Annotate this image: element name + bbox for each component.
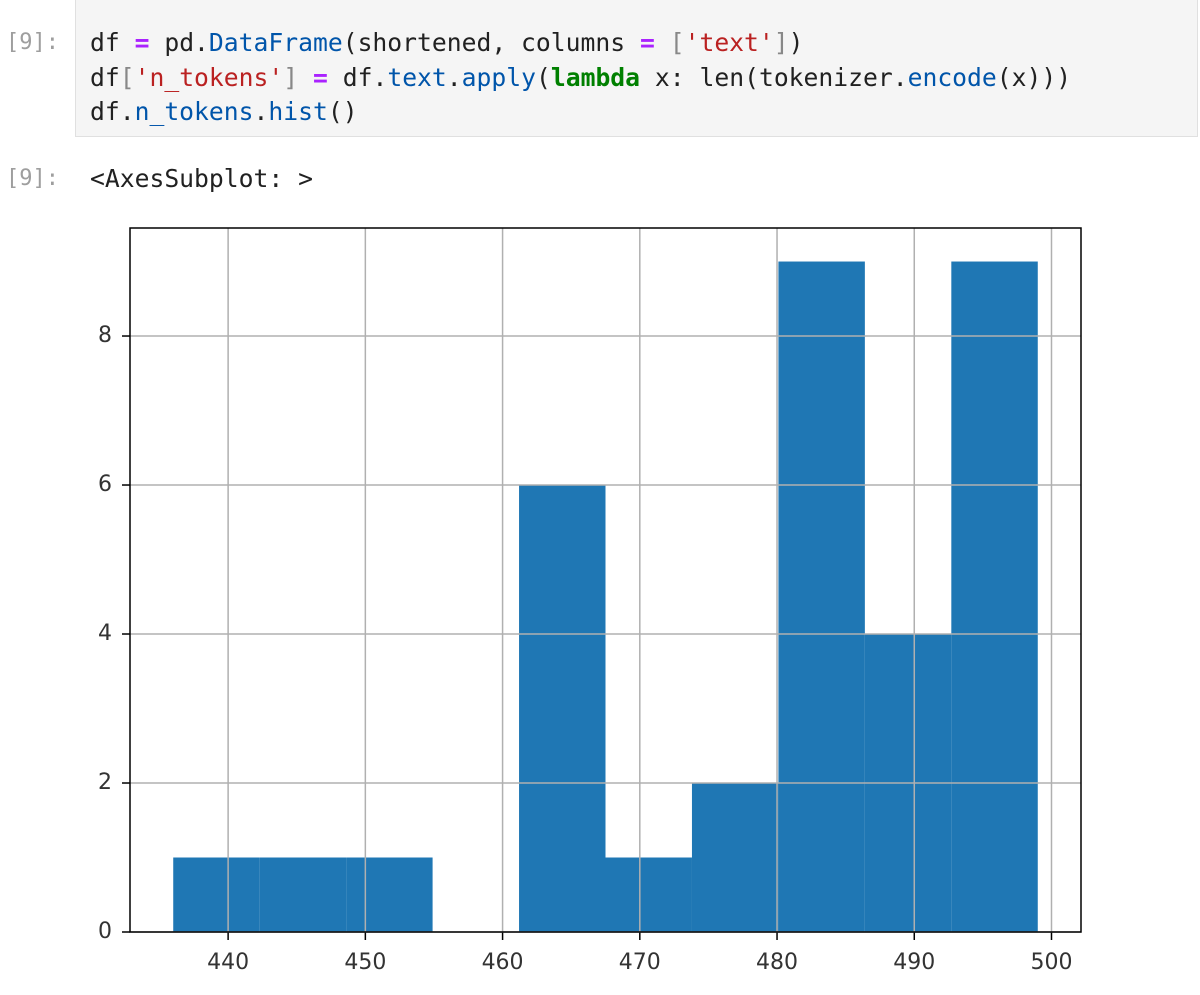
code-token: text — [387, 62, 447, 92]
code-token: ] — [773, 28, 789, 57]
bar — [259, 857, 347, 932]
code-token: [ — [119, 62, 135, 92]
code-token: = — [639, 28, 655, 57]
output-prompt: [9]: — [6, 166, 59, 191]
code-token: apply — [461, 62, 536, 92]
code-token: encode — [907, 62, 997, 92]
axes-frame — [129, 227, 1082, 933]
code-token: x: len(tokenizer. — [640, 62, 908, 92]
code-token: df — [90, 28, 135, 57]
code-token: . — [253, 97, 269, 126]
bar — [173, 857, 260, 932]
code-token: hist — [268, 97, 328, 126]
x-tick-label: 450 — [344, 950, 386, 975]
bar — [605, 857, 692, 932]
code-token: () — [327, 97, 358, 126]
code-token: . — [446, 62, 462, 92]
code-token: 'text' — [684, 28, 774, 57]
bar — [691, 783, 779, 932]
bar — [519, 485, 606, 932]
y-tick-label: 6 — [98, 472, 112, 497]
code-token: ) — [788, 28, 804, 57]
bar — [778, 261, 865, 932]
code-line: df = pd.DataFrame(shortened, columns = [… — [90, 26, 1071, 61]
bar — [951, 261, 1038, 932]
bar — [346, 857, 433, 932]
code-token: (shortened, columns — [342, 28, 640, 57]
code-token: n_tokens — [134, 97, 254, 126]
code-token: = — [134, 28, 150, 57]
code-token: pd. — [149, 28, 209, 57]
code-token: [ — [669, 28, 685, 57]
code-line: df.n_tokens.hist() — [90, 95, 1071, 130]
input-prompt: [9]: — [6, 30, 59, 55]
code-token: DataFrame — [208, 28, 343, 57]
y-tick-label: 4 — [98, 621, 112, 646]
code-token: df. — [90, 97, 135, 126]
output-text: <AxesSubplot: > — [90, 164, 313, 193]
code-token: ] — [283, 62, 299, 92]
x-tick-label: 460 — [482, 950, 524, 975]
code-cell[interactable]: df = pd.DataFrame(shortened, columns = [… — [75, 0, 1198, 137]
code-token: (x))) — [996, 62, 1072, 92]
x-tick-label: 480 — [756, 950, 798, 975]
code-token: = — [313, 62, 328, 92]
code-token: df — [90, 62, 120, 92]
x-tick-label: 500 — [1030, 950, 1072, 975]
code-token: ( — [535, 62, 551, 92]
x-tick-label: 470 — [619, 950, 661, 975]
code-token: 'n_tokens' — [134, 62, 284, 92]
x-tick-label: 490 — [893, 950, 935, 975]
code-line: df['n_tokens'] = df.text.apply(lambda x:… — [90, 61, 1071, 96]
y-tick-label: 2 — [98, 770, 112, 795]
x-tick-label: 440 — [207, 950, 249, 975]
code-token: lambda — [550, 62, 641, 92]
code-token: df. — [327, 62, 388, 92]
y-tick-label: 8 — [98, 323, 112, 348]
y-tick-label: 0 — [98, 919, 112, 944]
code: df = pd.DataFrame(shortened, columns = [… — [90, 26, 1071, 130]
